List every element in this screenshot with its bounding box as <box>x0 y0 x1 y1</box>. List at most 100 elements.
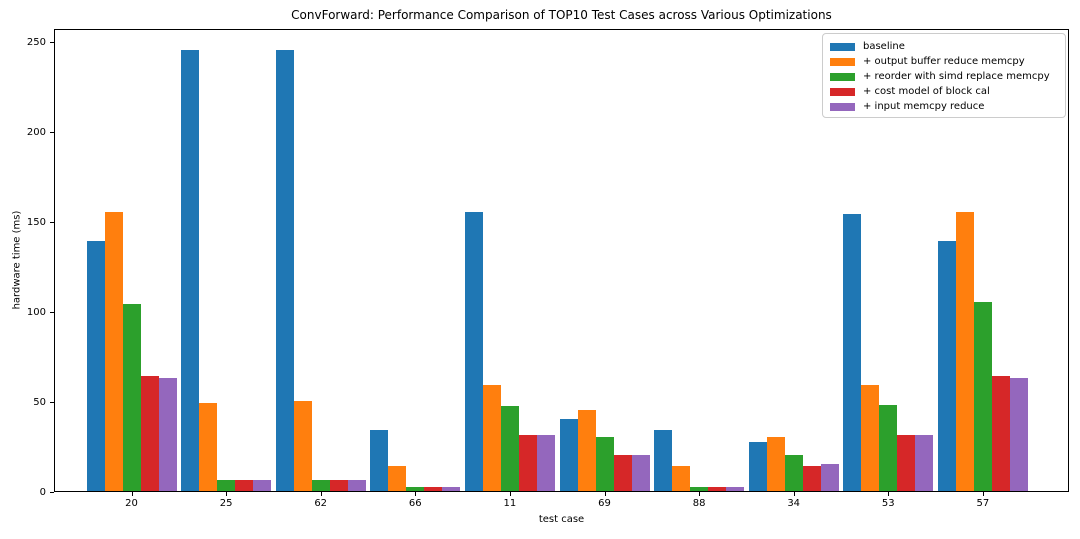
bar-output-buffer-reduce-memcpy-case-62 <box>293 401 312 491</box>
legend-swatch-output-buffer-reduce-memcpy <box>830 57 855 66</box>
bar-reorder-with-simd-replace-memcpy-case-11 <box>500 406 519 491</box>
bar-reorder-with-simd-replace-memcpy-case-57 <box>973 302 992 491</box>
y-tick-label: 50 <box>33 396 46 408</box>
y-tick-mark <box>50 312 54 313</box>
y-tick-label: 250 <box>26 36 46 48</box>
bar-input-memcpy-reduce-case-25 <box>253 480 272 491</box>
bar-reorder-with-simd-replace-memcpy-case-66 <box>406 487 425 491</box>
x-tick-label: 69 <box>598 498 611 509</box>
x-tick-mark <box>320 492 322 496</box>
legend-label-input-memcpy-reduce: + input memcpy reduce <box>863 101 985 113</box>
bar-baseline-case-66 <box>370 429 389 491</box>
x-tick-mark <box>793 492 795 496</box>
legend: baseline + output buffer reduce memcpy + r… <box>822 33 1066 118</box>
bar-cost-model-of-block-cal-case-62 <box>329 480 348 491</box>
bar-baseline-case-53 <box>843 213 862 491</box>
chart-title: ConvForward: Performance Comparison of T… <box>291 8 832 22</box>
bar-cost-model-of-block-cal-case-53 <box>897 435 916 491</box>
bar-input-memcpy-reduce-case-62 <box>347 480 366 491</box>
bar-cost-model-of-block-cal-case-25 <box>235 480 254 491</box>
bar-input-memcpy-reduce-case-34 <box>820 464 839 491</box>
legend-item: + cost model of block cal <box>830 85 1057 100</box>
bar-input-memcpy-reduce-case-53 <box>915 435 934 491</box>
bar-output-buffer-reduce-memcpy-case-66 <box>388 465 407 491</box>
bar-output-buffer-reduce-memcpy-case-57 <box>955 212 974 491</box>
bar-input-memcpy-reduce-case-57 <box>1009 377 1028 491</box>
bar-reorder-with-simd-replace-memcpy-case-88 <box>690 487 709 491</box>
bar-cost-model-of-block-cal-case-34 <box>802 465 821 491</box>
x-tick-mark <box>604 492 606 496</box>
x-tick-label: 66 <box>408 498 422 509</box>
bar-cost-model-of-block-cal-case-69 <box>613 455 632 491</box>
x-tick-label: 34 <box>787 498 801 509</box>
bar-reorder-with-simd-replace-memcpy-case-62 <box>311 480 330 491</box>
bar-reorder-with-simd-replace-memcpy-case-69 <box>595 437 614 491</box>
legend-swatch-input-memcpy-reduce <box>830 103 855 112</box>
x-tick-mark <box>509 492 511 496</box>
x-tick-label: 20 <box>125 498 138 509</box>
bar-output-buffer-reduce-memcpy-case-11 <box>482 384 501 491</box>
bar-baseline-case-57 <box>937 240 956 491</box>
bar-baseline-case-62 <box>275 50 294 491</box>
legend-label-baseline: baseline <box>863 40 905 52</box>
legend-item: + reorder with simd replace memcpy <box>830 69 1057 84</box>
bar-cost-model-of-block-cal-case-66 <box>424 487 443 491</box>
bar-output-buffer-reduce-memcpy-case-25 <box>199 402 218 491</box>
bar-output-buffer-reduce-memcpy-case-34 <box>766 437 785 491</box>
legend-swatch-cost-model-of-block-cal <box>830 88 855 97</box>
y-tick-label: 150 <box>26 216 46 228</box>
bar-reorder-with-simd-replace-memcpy-case-20 <box>122 303 141 491</box>
y-tick-mark <box>50 222 54 223</box>
x-tick-label: 62 <box>314 498 328 509</box>
x-tick-label: 11 <box>503 498 517 509</box>
y-tick-label: 100 <box>26 306 46 318</box>
bar-output-buffer-reduce-memcpy-case-69 <box>577 410 596 491</box>
x-tick-mark <box>888 492 890 496</box>
x-tick-label: 25 <box>219 498 233 509</box>
bar-input-memcpy-reduce-case-66 <box>442 487 461 491</box>
bar-cost-model-of-block-cal-case-11 <box>518 435 537 491</box>
y-tick-mark <box>50 492 54 493</box>
y-tick-label: 200 <box>26 126 46 138</box>
x-axis-label: test case <box>538 514 585 525</box>
bar-baseline-case-34 <box>748 442 767 491</box>
legend-item: + output buffer reduce memcpy <box>830 54 1057 69</box>
bar-reorder-with-simd-replace-memcpy-case-25 <box>217 480 236 491</box>
bar-input-memcpy-reduce-case-69 <box>631 455 650 491</box>
x-tick-mark <box>982 492 984 496</box>
x-tick-label: 53 <box>881 498 895 509</box>
x-tick-mark <box>699 492 701 496</box>
bar-output-buffer-reduce-memcpy-case-88 <box>672 465 691 491</box>
bar-input-memcpy-reduce-case-88 <box>726 487 745 491</box>
bar-output-buffer-reduce-memcpy-case-20 <box>104 212 123 491</box>
bar-baseline-case-69 <box>559 419 578 491</box>
bar-baseline-case-25 <box>181 50 200 491</box>
y-tick-mark <box>50 42 54 43</box>
legend-label-output-buffer-reduce-memcpy: + output buffer reduce memcpy <box>863 55 1025 67</box>
bar-reorder-with-simd-replace-memcpy-case-34 <box>784 455 803 491</box>
bar-baseline-case-20 <box>86 240 105 491</box>
bar-cost-model-of-block-cal-case-88 <box>708 487 727 491</box>
x-tick-mark <box>226 492 228 496</box>
legend-label-cost-model-of-block-cal: + cost model of block cal <box>863 86 990 98</box>
bar-cost-model-of-block-cal-case-57 <box>991 375 1010 491</box>
y-tick-mark <box>50 132 54 133</box>
bar-baseline-case-88 <box>654 429 673 491</box>
bar-input-memcpy-reduce-case-20 <box>158 377 177 491</box>
bar-reorder-with-simd-replace-memcpy-case-53 <box>879 404 898 491</box>
legend-swatch-baseline <box>830 42 855 51</box>
x-tick-mark <box>415 492 417 496</box>
y-tick-mark <box>50 402 54 403</box>
legend-swatch-reorder-with-simd-replace-memcpy <box>830 72 855 81</box>
bar-baseline-case-11 <box>464 212 483 491</box>
x-tick-label: 88 <box>692 498 706 509</box>
bar-output-buffer-reduce-memcpy-case-53 <box>861 384 880 491</box>
bar-cost-model-of-block-cal-case-20 <box>140 375 159 491</box>
legend-item: + input memcpy reduce <box>830 100 1057 115</box>
legend-label-reorder-with-simd-replace-memcpy: + reorder with simd replace memcpy <box>863 70 1050 82</box>
legend-item: baseline <box>830 39 1057 54</box>
y-tick-label: 0 <box>39 486 46 498</box>
x-tick-mark <box>131 492 133 496</box>
bar-input-memcpy-reduce-case-11 <box>536 435 555 491</box>
